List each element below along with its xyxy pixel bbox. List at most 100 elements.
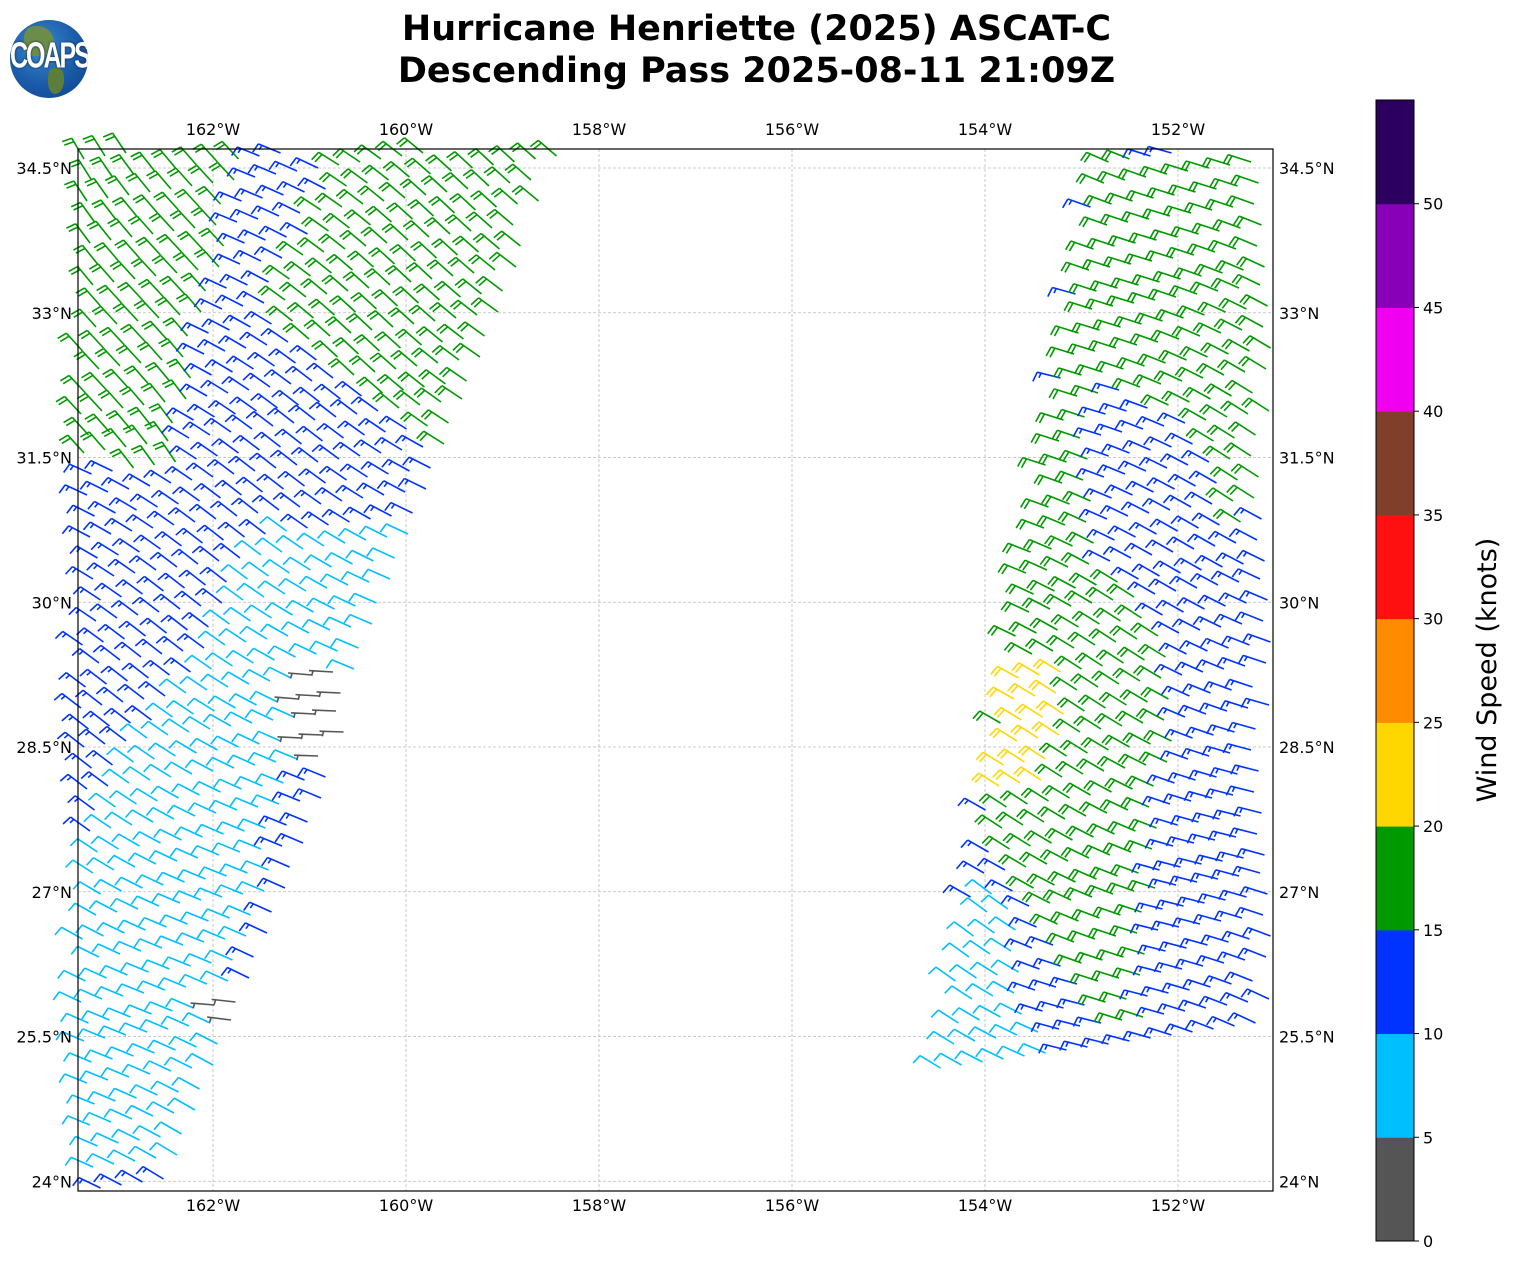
barb-full-tick — [389, 243, 399, 252]
barb-full-tick — [1113, 865, 1121, 876]
wind-barb — [268, 749, 298, 760]
barb-full-tick — [193, 887, 201, 897]
wind-barb — [62, 1052, 92, 1063]
barb-full-tick — [1165, 836, 1172, 847]
barb-shaft — [269, 558, 290, 574]
wind-barb — [1001, 542, 1031, 554]
barb-full-tick — [1003, 792, 1012, 802]
wind-barb — [339, 229, 367, 247]
wind-barb — [307, 298, 336, 316]
barb-full-tick — [423, 216, 433, 225]
barb-full-tick — [196, 251, 207, 258]
wind-barb — [206, 458, 235, 475]
wind-barb — [265, 706, 295, 718]
barb-shaft — [170, 657, 191, 673]
barb-shaft — [143, 236, 162, 256]
barb-full-tick — [1114, 419, 1122, 430]
barb-full-tick — [153, 151, 164, 159]
barb-half-tick — [1200, 855, 1204, 862]
barb-full-tick — [112, 302, 123, 310]
barb-full-tick — [1186, 243, 1194, 254]
barb-full-tick — [1176, 896, 1182, 907]
barb-half-tick — [296, 347, 302, 352]
wind-barb — [426, 259, 454, 277]
wind-barb — [1141, 208, 1171, 220]
barb-shaft — [91, 1152, 115, 1165]
wind-barb — [199, 970, 229, 982]
barb-half-tick — [315, 404, 321, 409]
barb-full-tick — [107, 217, 117, 225]
wind-barb — [1210, 277, 1240, 289]
wind-barb — [1212, 809, 1241, 820]
barb-full-tick — [132, 1125, 140, 1135]
barb-shaft — [1139, 665, 1162, 679]
barb-full-tick — [1112, 926, 1119, 937]
barb-half-tick — [135, 557, 141, 563]
barb-full-tick — [314, 192, 323, 201]
barb-full-tick — [436, 323, 446, 332]
barb-full-tick — [196, 524, 206, 533]
barb-full-tick — [1112, 667, 1121, 677]
barb-full-tick — [1210, 570, 1219, 580]
barb-full-tick — [1076, 717, 1085, 727]
wind-barb — [1098, 691, 1127, 706]
barb-shaft — [1039, 474, 1063, 484]
barb-shaft — [949, 884, 971, 898]
barb-full-tick — [217, 521, 227, 530]
wind-barb — [300, 511, 329, 526]
barb-shaft — [937, 1009, 959, 1024]
barb-full-tick — [1014, 1003, 1021, 1014]
wind-barb — [225, 649, 254, 664]
barb-shaft — [190, 1002, 215, 1006]
wind-barb — [1091, 670, 1120, 685]
barb-full-tick — [358, 379, 368, 387]
barb-shaft — [95, 900, 118, 913]
wind-barb — [122, 424, 148, 445]
barb-full-tick — [1191, 182, 1199, 193]
barb-full-tick — [1070, 633, 1079, 643]
barb-full-tick — [1094, 360, 1102, 371]
wind-barb — [1133, 312, 1163, 324]
barb-full-tick — [1055, 409, 1063, 419]
barb-half-tick — [1182, 599, 1188, 605]
barb-shaft — [1103, 402, 1127, 412]
barb-shaft — [160, 593, 181, 610]
barb-full-tick — [1211, 219, 1219, 229]
wind-barb — [1047, 575, 1076, 589]
barb-full-tick — [1079, 174, 1087, 185]
barb-full-tick — [1021, 747, 1030, 756]
barb-full-tick — [306, 597, 314, 607]
barb-half-tick — [990, 881, 996, 887]
barb-full-tick — [1174, 661, 1182, 671]
barb-full-tick — [82, 134, 93, 141]
barb-full-tick — [169, 170, 180, 177]
lat-tick-label-left: 25.5°N — [16, 1028, 72, 1047]
barb-full-tick — [119, 962, 127, 972]
wind-barb — [1106, 583, 1135, 598]
barb-full-tick — [1043, 851, 1051, 861]
barb-full-tick — [1169, 248, 1176, 259]
barb-half-tick — [277, 793, 283, 799]
wind-barb — [1031, 721, 1060, 736]
barb-full-tick — [366, 270, 376, 279]
barb-full-tick — [1162, 205, 1169, 216]
wind-barb — [134, 638, 163, 655]
barb-full-tick — [111, 451, 122, 458]
barb-full-tick — [266, 407, 276, 416]
wind-barb — [178, 973, 208, 985]
barb-full-tick — [1153, 663, 1162, 673]
barb-half-tick — [1230, 973, 1235, 979]
wind-barb — [180, 321, 209, 334]
barb-full-tick — [1154, 309, 1162, 319]
barb-full-tick — [1102, 546, 1111, 556]
barb-full-tick — [1064, 263, 1071, 273]
wind-barb — [1153, 370, 1183, 382]
barb-shaft — [346, 570, 370, 583]
barb-full-tick — [1228, 528, 1237, 538]
barb-full-tick — [229, 208, 237, 219]
barb-full-tick — [144, 420, 155, 427]
barb-full-tick — [124, 809, 133, 819]
barb-full-tick — [1009, 1021, 1017, 1031]
barb-half-tick — [369, 506, 375, 512]
wind-barb — [104, 517, 133, 532]
